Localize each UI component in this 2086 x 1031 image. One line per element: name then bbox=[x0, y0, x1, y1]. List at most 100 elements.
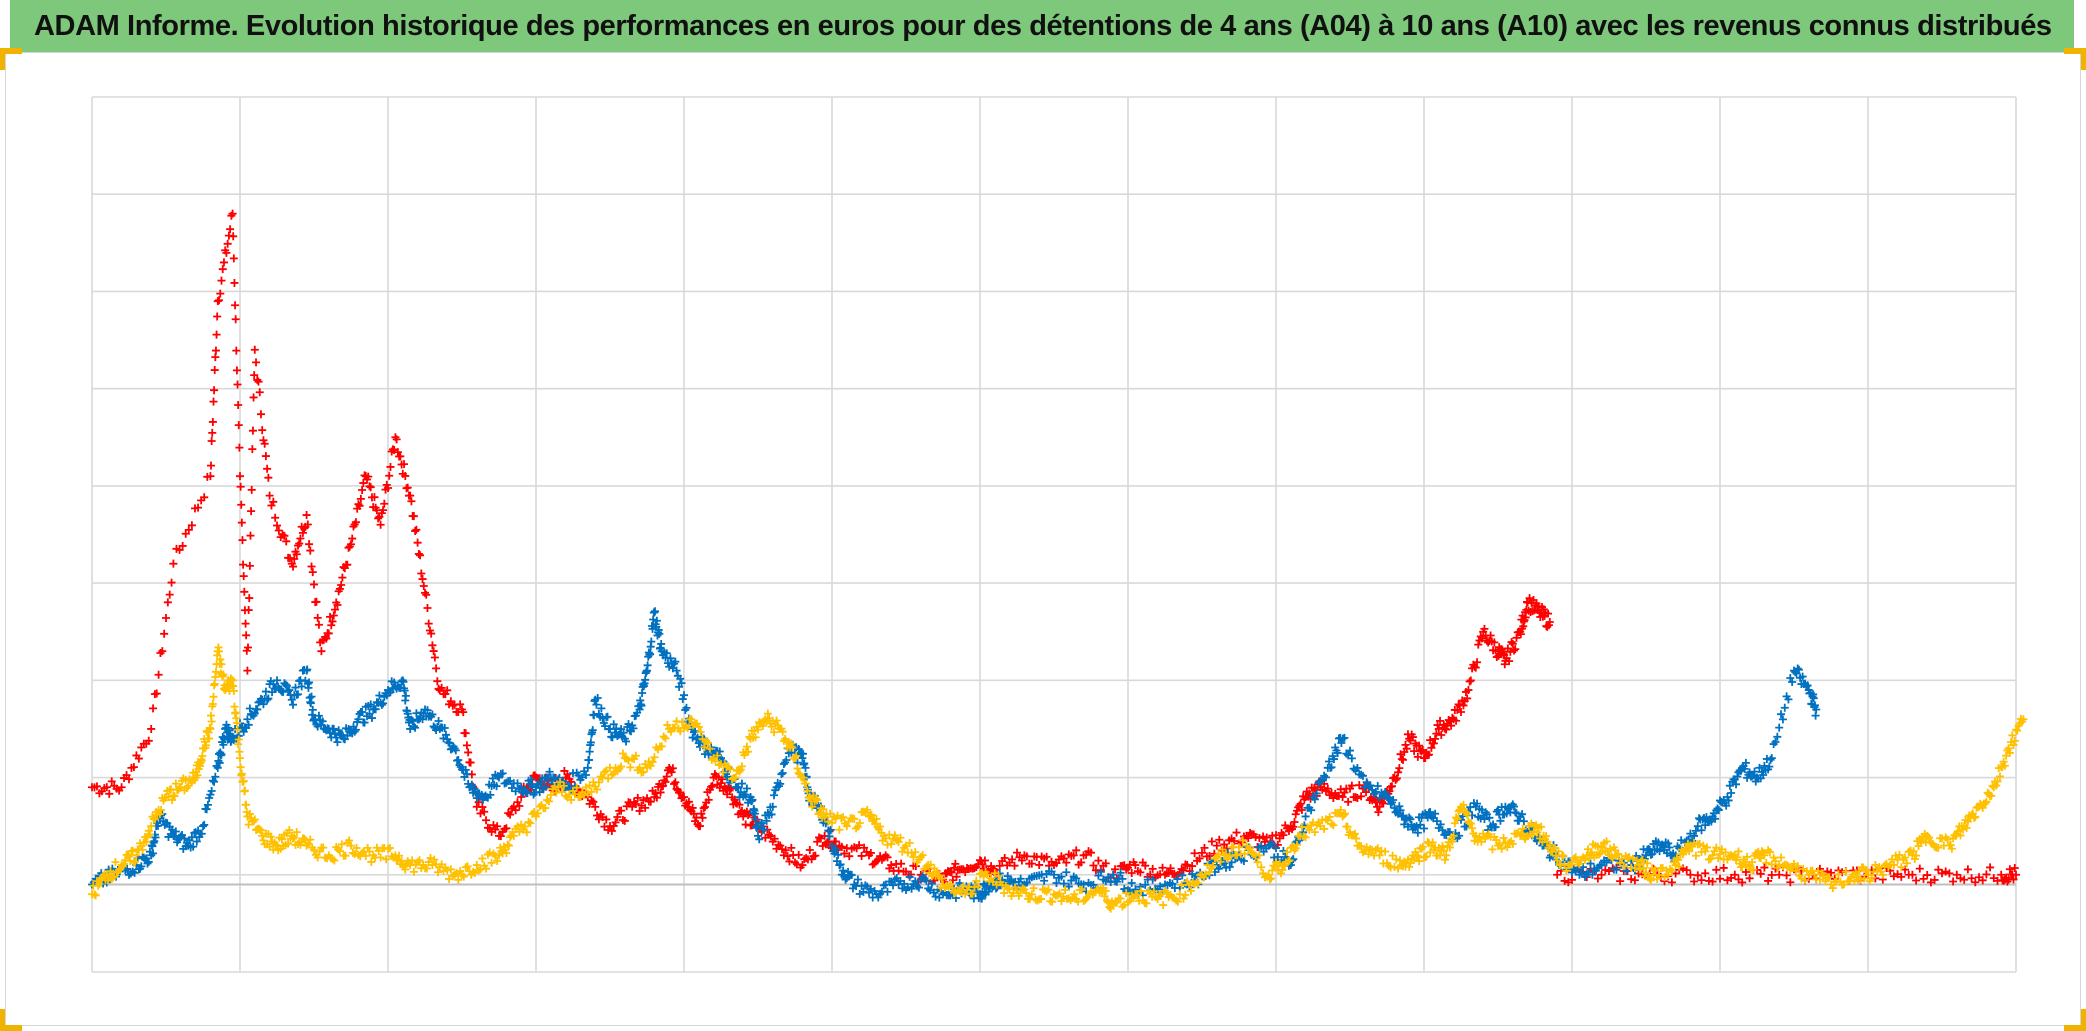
data-point-s2-58-8 bbox=[931, 892, 940, 901]
data-point-s0-0-2 bbox=[92, 782, 101, 791]
data-point-s0-47-10 bbox=[951, 859, 960, 868]
data-point-s0-22-5 bbox=[464, 748, 473, 757]
data-point-s2-65-5 bbox=[1062, 868, 1071, 877]
data-point-s3-75-7 bbox=[1450, 819, 1459, 828]
data-point-s3-2-6 bbox=[125, 852, 133, 861]
data-point-s1-4-9 bbox=[1764, 876, 1773, 885]
data-point-s3-68-11 bbox=[1336, 806, 1345, 815]
data-point-s0-9-1 bbox=[252, 358, 261, 367]
data-point-s3-28-11 bbox=[530, 808, 539, 817]
data-point-s3-104-6 bbox=[1982, 797, 1991, 806]
data-point-s3-82-11 bbox=[1580, 856, 1589, 864]
data-point-s0-21-3 bbox=[441, 690, 450, 699]
data-point-s1-4-7 bbox=[1756, 869, 1765, 878]
data-point-s2-13-9 bbox=[284, 687, 293, 696]
data-point-s0-50-2 bbox=[995, 861, 1004, 870]
data-point-s0-71-8 bbox=[1459, 701, 1468, 710]
data-point-s1-4-10 bbox=[1767, 871, 1776, 880]
data-point-s3-30-10 bbox=[572, 783, 581, 792]
data-point-s3-89-3 bbox=[1691, 851, 1700, 860]
data-point-s0-20-1 bbox=[422, 590, 431, 599]
data-point-s3-29-5 bbox=[541, 803, 550, 812]
data-point-s0-5-5 bbox=[219, 258, 228, 267]
data-point-s2-90-1 bbox=[1577, 868, 1586, 877]
data-point-s0-21-7 bbox=[448, 701, 457, 710]
data-point-s3-12-8 bbox=[233, 725, 242, 734]
data-point-s3-53 bbox=[1005, 885, 1014, 894]
data-point-s2-38-9 bbox=[641, 675, 650, 684]
data-point-s0-72-6 bbox=[1471, 663, 1480, 672]
data-point-s3-104-10 bbox=[1987, 791, 1996, 800]
data-point-s3-86-1 bbox=[1635, 865, 1644, 874]
data-point-s3-51-7 bbox=[974, 882, 983, 891]
data-point-s2-80-6 bbox=[1405, 813, 1414, 822]
data-point-s1-9-9 bbox=[1986, 863, 1995, 872]
data-point-s3-65-9 bbox=[1275, 859, 1284, 868]
data-point-s0-15-9 bbox=[358, 486, 367, 495]
data-point-s1-8 bbox=[1908, 870, 1917, 879]
data-point-s0-6-6 bbox=[232, 346, 241, 355]
data-point-s0-14-5 bbox=[338, 573, 347, 582]
data-point-s3-17-1 bbox=[289, 834, 298, 843]
data-point-s3-47-1 bbox=[881, 834, 890, 843]
data-point-s3-57-5 bbox=[1100, 892, 1109, 901]
data-point-s0-38-4 bbox=[744, 811, 753, 820]
data-point-s3-35-4 bbox=[672, 717, 681, 726]
data-point-s0-20-2 bbox=[423, 603, 432, 612]
data-point-s3-59-3 bbox=[1136, 887, 1145, 896]
data-point-s0-32-2 bbox=[652, 793, 661, 802]
data-point-s0-39-9 bbox=[770, 834, 779, 843]
data-point-s2-53-11 bbox=[834, 850, 843, 859]
data-point-s0-6-11 bbox=[235, 443, 244, 452]
data-point-s3-23-5 bbox=[415, 856, 424, 865]
data-point-s3-95-6 bbox=[1815, 875, 1824, 884]
data-point-s3-12-2 bbox=[229, 686, 238, 695]
data-point-s3-15-7 bbox=[266, 832, 275, 841]
data-point-s3-48-2 bbox=[905, 838, 914, 847]
data-point-s2-54-10 bbox=[847, 870, 856, 879]
data-point-s0-56-3 bbox=[1166, 864, 1175, 873]
data-point-s2-67 bbox=[1109, 870, 1118, 879]
data-point-s2-57-7 bbox=[907, 884, 916, 893]
data-point-s1-8-1 bbox=[1912, 876, 1921, 885]
data-point-s3-30-3 bbox=[559, 781, 568, 790]
data-point-s3-67-9 bbox=[1310, 828, 1319, 837]
data-point-s0-28-1 bbox=[563, 770, 572, 779]
data-point-s3-55-6 bbox=[1061, 885, 1070, 894]
data-point-s0-35-2 bbox=[697, 809, 706, 818]
data-point-s0-68-8 bbox=[1415, 741, 1424, 750]
data-point-s1-7-9 bbox=[1897, 872, 1906, 881]
data-point-s0-37-2 bbox=[726, 784, 735, 793]
data-point-s2-6-4 bbox=[189, 842, 198, 851]
data-point-s2-16-4 bbox=[314, 711, 323, 720]
data-point-s0-33-2 bbox=[667, 768, 676, 777]
data-point-s3-67-4 bbox=[1301, 833, 1310, 842]
data-point-s3-15-1 bbox=[259, 836, 268, 845]
data-point-s2-101-6 bbox=[1778, 715, 1787, 724]
data-point-s1-6-2 bbox=[1827, 868, 1835, 877]
data-point-s3-66-5 bbox=[1285, 856, 1294, 865]
data-point-s3-25-4 bbox=[458, 870, 466, 879]
data-point-s3-106-7 bbox=[2013, 726, 2022, 735]
data-point-s2-57-6 bbox=[905, 872, 914, 881]
data-point-s0-68-10 bbox=[1417, 747, 1426, 756]
data-point-s3-18-2 bbox=[306, 835, 315, 844]
data-point-s0-53-6 bbox=[1094, 856, 1103, 865]
data-point-s0-31-10 bbox=[646, 797, 655, 806]
data-point-s0-4-11 bbox=[213, 312, 222, 321]
data-point-s2-12-5 bbox=[264, 694, 273, 703]
data-point-s0-10 bbox=[265, 491, 274, 500]
data-point-s0-63-6 bbox=[1327, 788, 1336, 797]
data-point-s2-14 bbox=[287, 695, 296, 704]
data-point-s2-51-5 bbox=[801, 763, 810, 772]
data-point-s0-4-3 bbox=[208, 428, 217, 437]
data-point-s3-48-5 bbox=[911, 848, 920, 857]
data-point-s0-20-3 bbox=[424, 619, 433, 628]
data-point-s0-9-8 bbox=[260, 439, 269, 448]
data-point-s3-47-9 bbox=[896, 833, 905, 842]
data-point-s0-8-11 bbox=[250, 371, 259, 380]
data-point-s2-100-2 bbox=[1755, 763, 1764, 772]
data-point-s3-62-10 bbox=[1216, 857, 1225, 866]
data-point-s2-86-8 bbox=[1511, 808, 1520, 817]
data-point-s0-71-6 bbox=[1457, 707, 1465, 716]
